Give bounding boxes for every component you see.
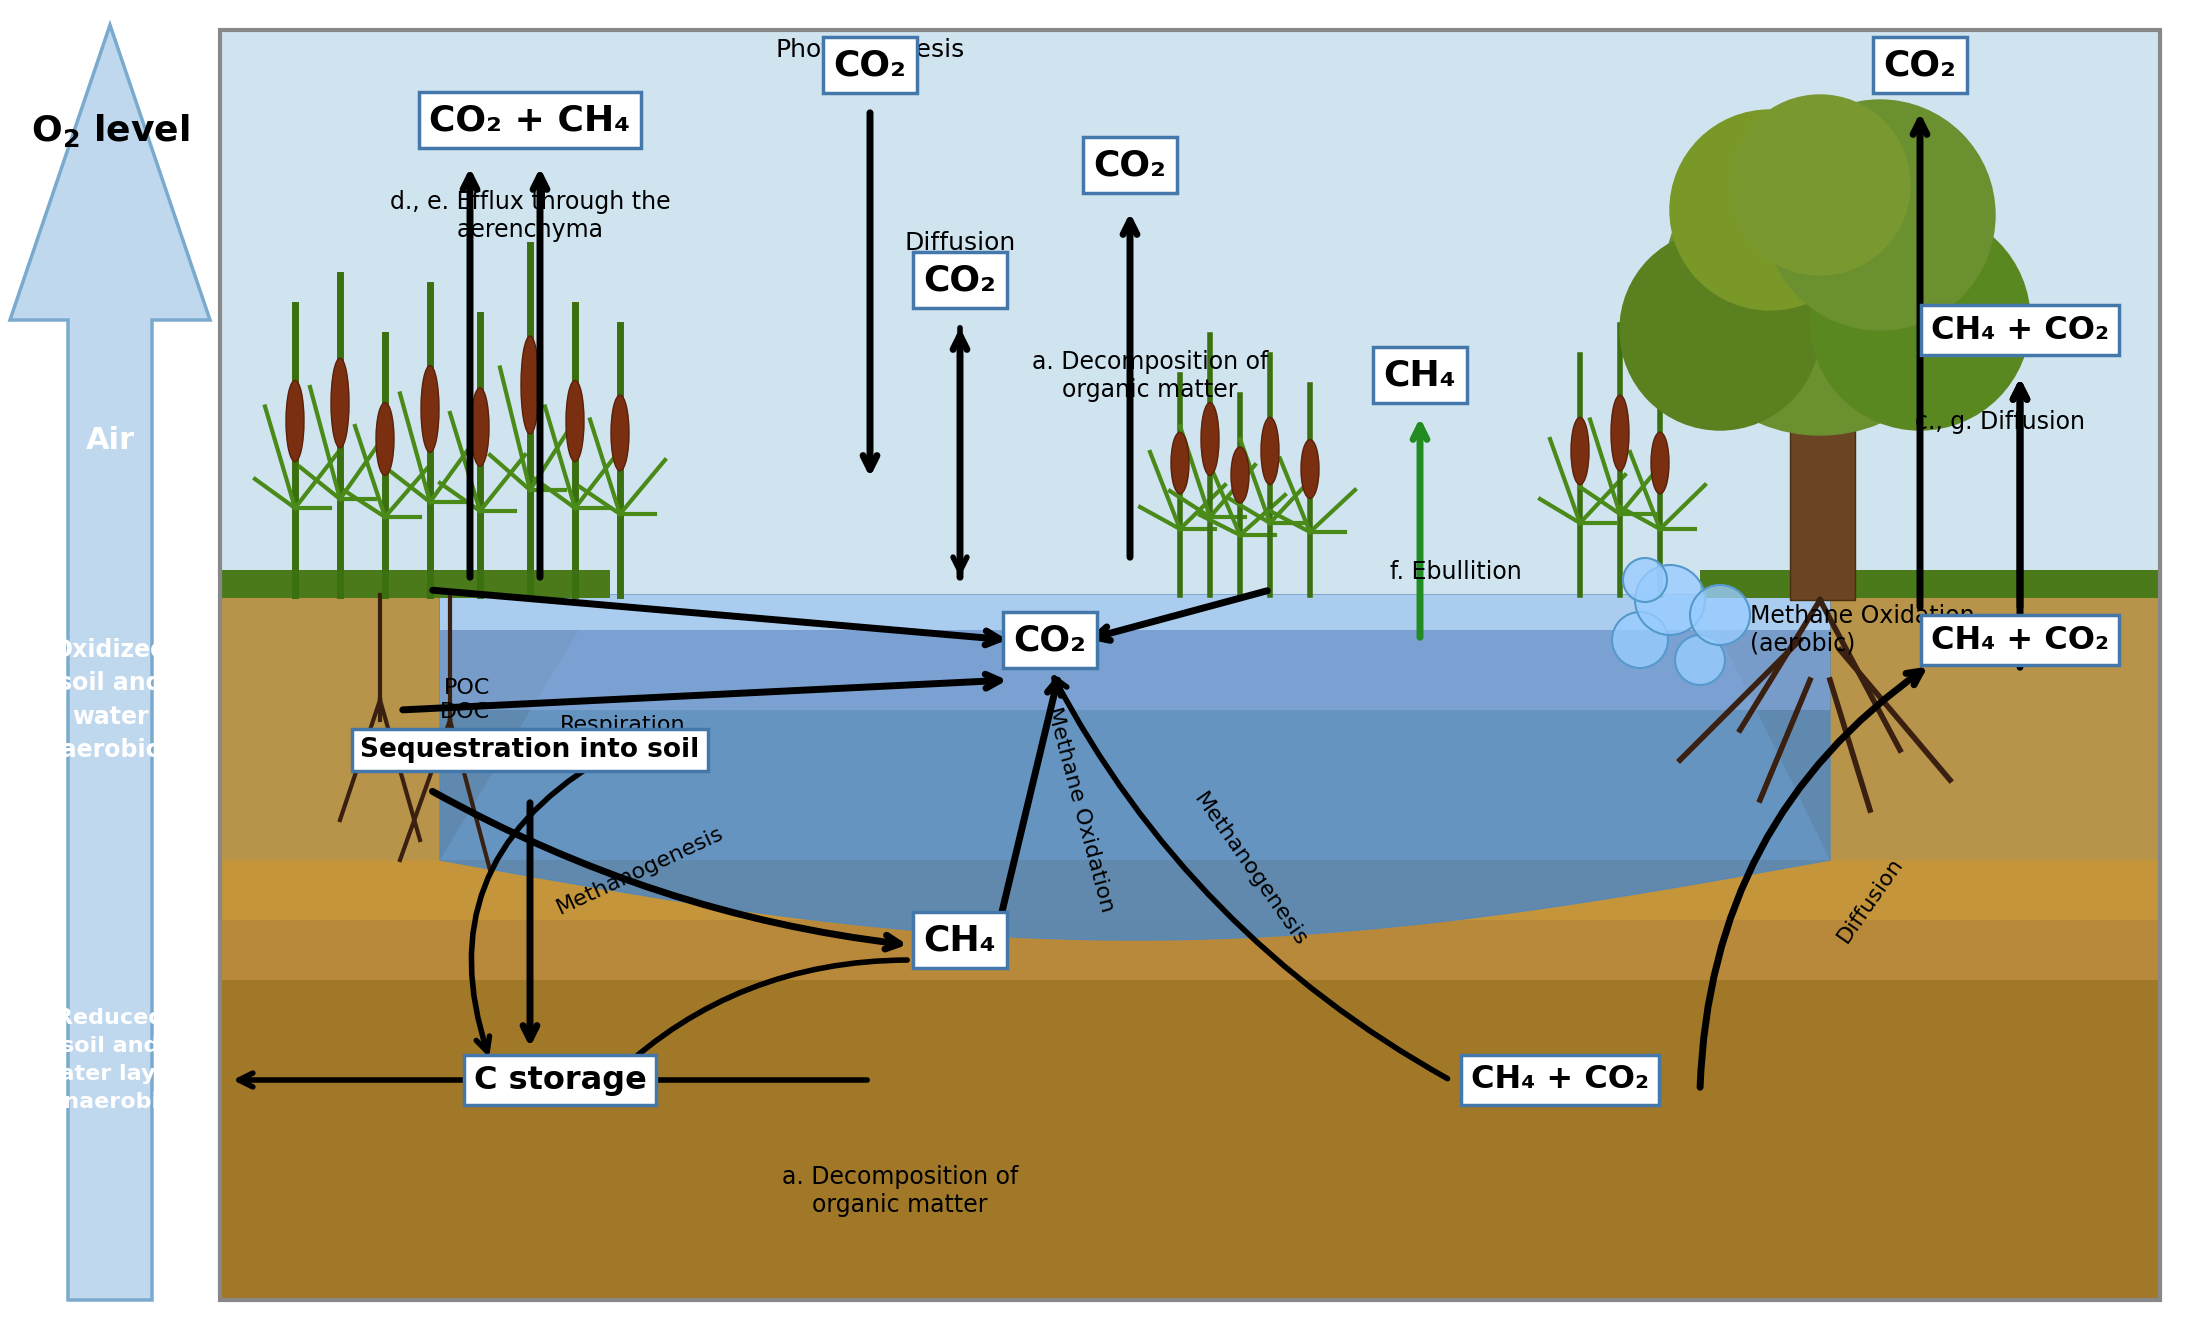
Text: $\mathbf{O_2}$ level: $\mathbf{O_2}$ level <box>31 112 189 149</box>
Text: Methanogenesis: Methanogenesis <box>1189 790 1309 950</box>
Ellipse shape <box>376 403 393 475</box>
Text: Methane Oxidation: Methane Oxidation <box>1044 705 1116 915</box>
Circle shape <box>1624 559 1668 602</box>
Circle shape <box>1810 210 2030 430</box>
Polygon shape <box>1700 595 2160 861</box>
Bar <box>1791 310 1854 600</box>
Bar <box>220 861 2160 1299</box>
Text: Photosynthesis: Photosynthesis <box>776 39 964 63</box>
Bar <box>220 980 2160 1299</box>
Text: Reduced
soil and
water layer
(anaerobic): Reduced soil and water layer (anaerobic) <box>37 1008 182 1112</box>
Ellipse shape <box>1301 440 1318 499</box>
Text: POC
DOC: POC DOC <box>439 678 490 722</box>
Text: CH₄ + CO₂: CH₄ + CO₂ <box>1472 1064 1650 1096</box>
Ellipse shape <box>611 395 628 471</box>
Bar <box>1700 571 2160 598</box>
Bar <box>439 595 1830 630</box>
Circle shape <box>1613 612 1668 668</box>
Ellipse shape <box>521 336 538 434</box>
Text: CO₂: CO₂ <box>1013 622 1088 657</box>
Text: CO₂: CO₂ <box>923 263 997 297</box>
Circle shape <box>1619 230 1819 430</box>
Ellipse shape <box>1202 403 1219 475</box>
Text: Air: Air <box>86 426 134 455</box>
Text: d., e. Efflux through the
aerenchyma: d., e. Efflux through the aerenchyma <box>389 190 670 242</box>
Bar <box>220 31 2160 595</box>
Bar <box>439 630 1830 710</box>
Ellipse shape <box>1571 418 1588 484</box>
Ellipse shape <box>1261 418 1279 484</box>
Text: f. Ebullition: f. Ebullition <box>1391 560 1523 584</box>
Text: Methanogenesis: Methanogenesis <box>554 822 727 918</box>
Ellipse shape <box>1650 432 1670 493</box>
Ellipse shape <box>567 380 584 462</box>
Polygon shape <box>11 25 211 1299</box>
Text: a. Decomposition of
organic matter: a. Decomposition of organic matter <box>1033 350 1268 402</box>
Text: Oxidized
soil and
water
(aerobic): Oxidized soil and water (aerobic) <box>51 638 169 762</box>
Circle shape <box>1635 565 1705 634</box>
Circle shape <box>1665 125 1975 435</box>
Bar <box>220 920 2160 1299</box>
Text: a. Decomposition of
organic matter: a. Decomposition of organic matter <box>782 1165 1017 1217</box>
Ellipse shape <box>422 366 439 452</box>
Ellipse shape <box>470 388 490 467</box>
Ellipse shape <box>332 358 349 448</box>
Text: CH₄: CH₄ <box>1384 358 1457 392</box>
Ellipse shape <box>1610 395 1628 471</box>
Circle shape <box>1729 94 1909 275</box>
Text: C storage: C storage <box>475 1064 646 1096</box>
Text: CH₄: CH₄ <box>923 923 995 958</box>
Circle shape <box>1764 100 1995 330</box>
Text: CO₂: CO₂ <box>1094 148 1167 182</box>
Text: Diffusion: Diffusion <box>905 231 1015 255</box>
Ellipse shape <box>1230 447 1250 503</box>
Circle shape <box>1689 585 1751 645</box>
Text: Methane Oxidation
(aerobic): Methane Oxidation (aerobic) <box>1751 604 1975 656</box>
Text: CO₂: CO₂ <box>1883 48 1958 82</box>
Polygon shape <box>220 595 600 861</box>
Text: CO₂: CO₂ <box>833 48 907 82</box>
Circle shape <box>1670 110 1870 310</box>
Text: Diffusion: Diffusion <box>1834 854 1907 946</box>
Text: Respiration: Respiration <box>560 716 685 735</box>
Bar <box>220 31 2160 1299</box>
Circle shape <box>1674 634 1725 685</box>
Text: CH₄ + CO₂: CH₄ + CO₂ <box>1931 625 2109 656</box>
Text: CO₂ + CH₄: CO₂ + CH₄ <box>428 102 631 137</box>
Ellipse shape <box>1171 432 1189 493</box>
Bar <box>220 571 611 598</box>
Text: CH₄ + CO₂: CH₄ + CO₂ <box>1931 314 2109 346</box>
Polygon shape <box>439 595 1830 940</box>
Ellipse shape <box>286 380 303 462</box>
Text: Sequestration into soil: Sequestration into soil <box>360 737 699 763</box>
Text: c., g. Diffusion: c., g. Diffusion <box>1916 410 2085 434</box>
